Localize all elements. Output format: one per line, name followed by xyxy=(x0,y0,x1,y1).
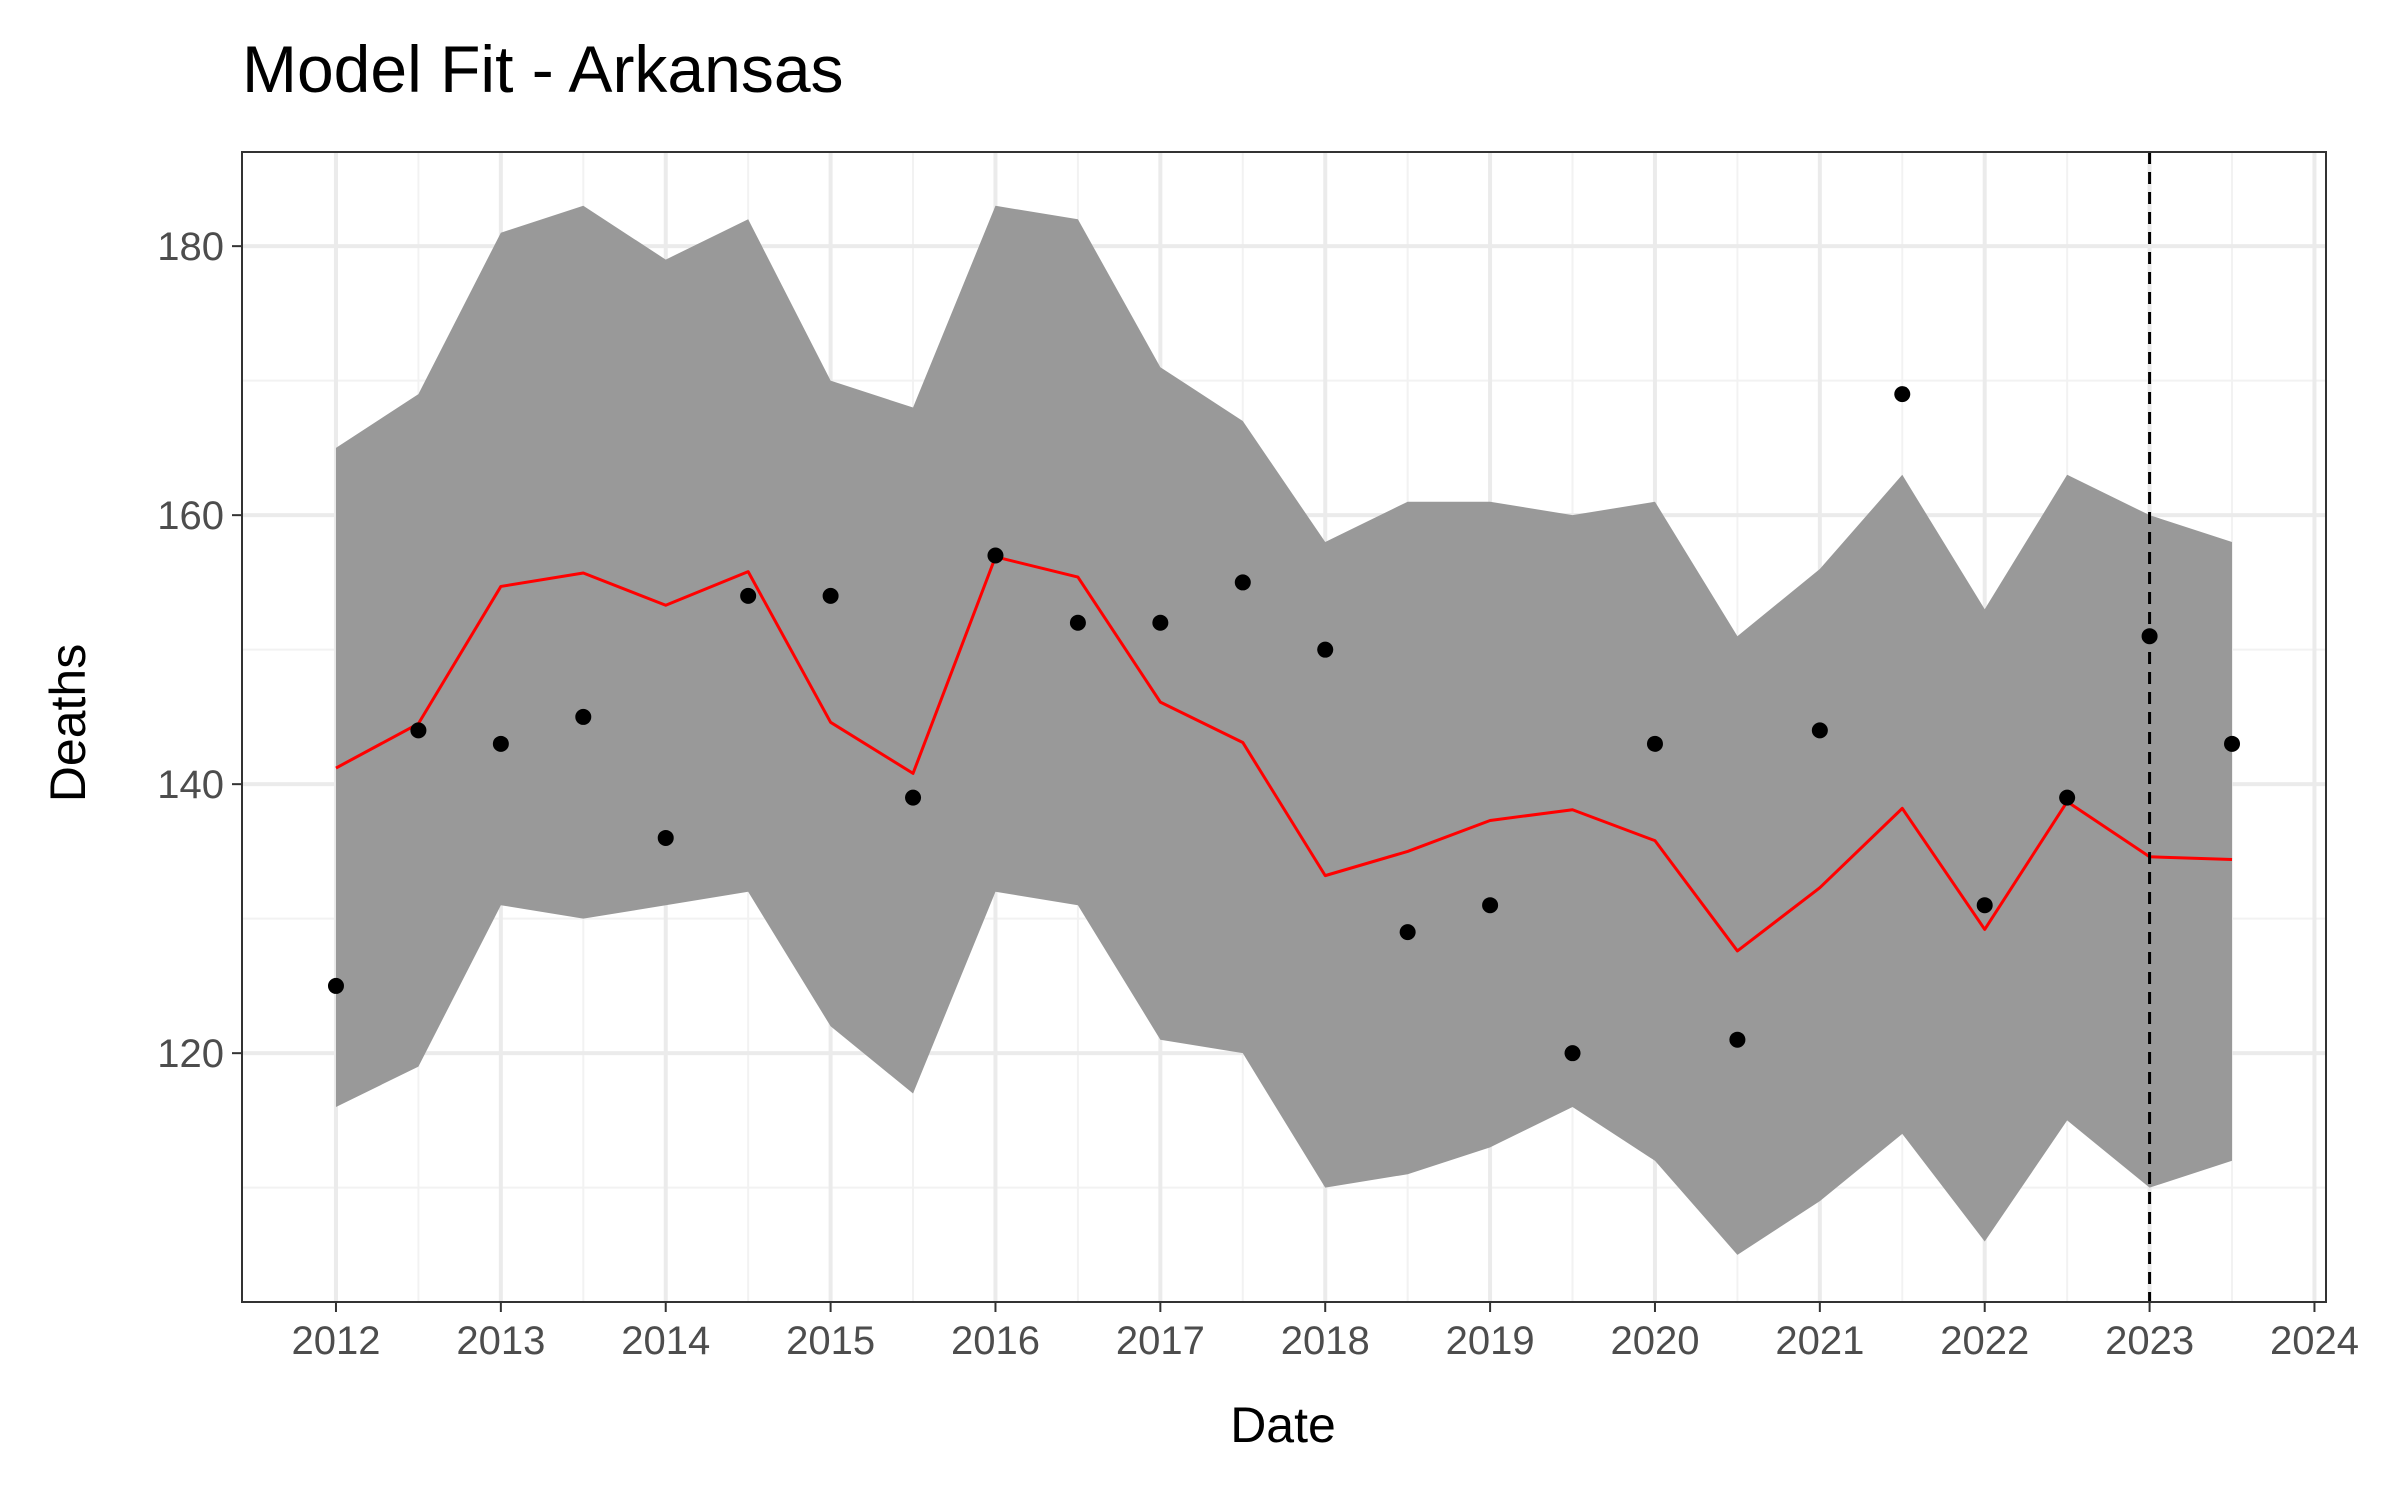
data-point xyxy=(657,829,674,846)
y-axis-title: Deaths xyxy=(40,644,96,802)
x-tick-label: 2014 xyxy=(621,1319,710,1363)
panel-border xyxy=(241,151,2327,1303)
data-point xyxy=(1317,641,1334,658)
x-tick-label: 2021 xyxy=(1775,1319,1864,1363)
x-tick-label: 2013 xyxy=(456,1319,545,1363)
x-tick-label: 2017 xyxy=(1116,1319,1205,1363)
y-tick-label: 140 xyxy=(157,763,224,807)
data-point xyxy=(1152,614,1169,631)
x-tick-label: 2015 xyxy=(786,1319,875,1363)
confidence-ribbon xyxy=(335,205,2233,1255)
data-point xyxy=(1069,614,1086,631)
y-tick-label: 120 xyxy=(157,1032,224,1076)
y-tick-label: 160 xyxy=(157,494,224,538)
data-point xyxy=(740,587,757,604)
data-point xyxy=(2224,735,2241,752)
data-point xyxy=(1564,1045,1581,1062)
fit-line-layer xyxy=(335,555,2233,953)
x-axis: 2012 2013 2014 2015 2016 2017 2018 2019 2020 2021… xyxy=(291,1302,2359,1363)
data-point xyxy=(410,722,427,739)
data-point xyxy=(987,547,1004,564)
data-point xyxy=(327,977,344,994)
data-point xyxy=(1729,1031,1746,1048)
x-tick-label: 2019 xyxy=(1446,1319,1535,1363)
data-point xyxy=(1976,897,1993,914)
data-point xyxy=(2059,789,2076,806)
x-tick-label: 2018 xyxy=(1281,1319,1370,1363)
x-tick-label: 2020 xyxy=(1610,1319,1699,1363)
y-axis: 120 140 160 180 xyxy=(157,225,242,1076)
fit-line xyxy=(335,555,2233,953)
observed-points xyxy=(327,386,2241,1062)
data-point xyxy=(1234,574,1251,591)
chart-title: Model Fit - Arkansas xyxy=(242,32,844,106)
data-point xyxy=(1399,924,1416,941)
x-tick-label: 2024 xyxy=(2270,1319,2359,1363)
data-point xyxy=(1894,386,1911,403)
data-point xyxy=(1482,897,1499,914)
confidence-band xyxy=(335,205,2233,1255)
data-point xyxy=(905,789,922,806)
x-tick-label: 2016 xyxy=(951,1319,1040,1363)
x-axis-title: Date xyxy=(1230,1397,1336,1453)
data-point xyxy=(575,708,592,725)
x-tick-label: 2012 xyxy=(291,1319,380,1363)
data-point xyxy=(1811,722,1828,739)
data-point xyxy=(822,587,839,604)
data-point xyxy=(492,735,509,752)
x-tick-label: 2023 xyxy=(2105,1319,2194,1363)
data-point xyxy=(1646,735,1663,752)
x-tick-label: 2022 xyxy=(1940,1319,2029,1363)
y-tick-label: 180 xyxy=(157,225,224,269)
